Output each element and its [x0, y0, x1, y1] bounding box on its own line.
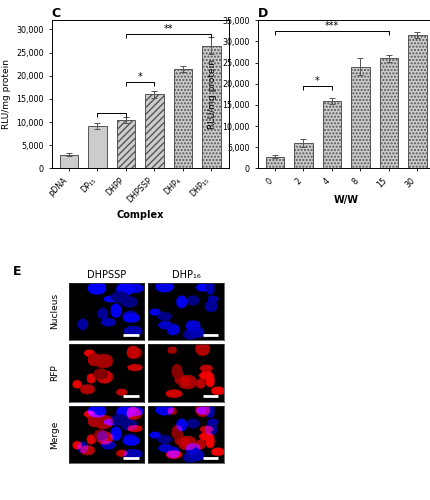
Y-axis label: RLU/mg protein: RLU/mg protein	[208, 60, 217, 130]
Text: DHPSSP: DHPSSP	[87, 270, 126, 280]
Bar	[145, 94, 163, 168]
Bar	[202, 46, 221, 168]
Text: RFP: RFP	[50, 364, 59, 381]
Y-axis label: RLU/mg protein: RLU/mg protein	[2, 60, 11, 130]
Text: D: D	[258, 7, 268, 20]
Text: Merge: Merge	[50, 420, 59, 448]
Text: Nucleus: Nucleus	[50, 294, 59, 330]
Bar	[351, 67, 369, 168]
Text: C: C	[52, 7, 61, 20]
Bar	[117, 120, 135, 168]
X-axis label: Complex: Complex	[117, 210, 164, 220]
Text: E: E	[13, 264, 22, 278]
Bar	[294, 143, 313, 169]
Bar	[60, 154, 78, 168]
Bar	[380, 58, 398, 168]
Text: *: *	[315, 76, 320, 86]
Text: **: **	[164, 24, 173, 34]
X-axis label: W/W: W/W	[334, 195, 359, 205]
Bar	[408, 35, 427, 168]
Text: DHP₁₆: DHP₁₆	[172, 270, 200, 280]
Bar	[174, 69, 192, 168]
Bar	[266, 156, 284, 168]
Bar	[322, 100, 341, 168]
Bar	[88, 126, 107, 168]
Text: *: *	[138, 72, 142, 82]
Text: ***: ***	[325, 21, 339, 31]
